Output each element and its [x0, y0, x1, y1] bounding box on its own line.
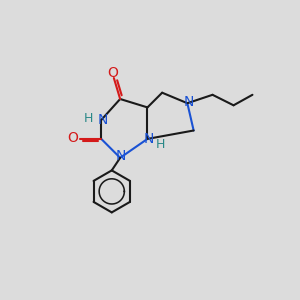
Text: N: N	[144, 132, 154, 146]
Text: N: N	[98, 113, 108, 127]
Text: H: H	[156, 138, 165, 151]
Text: O: O	[107, 66, 118, 80]
Text: N: N	[183, 94, 194, 109]
Text: O: O	[68, 131, 78, 145]
Text: H: H	[84, 112, 93, 125]
Text: N: N	[116, 149, 126, 163]
